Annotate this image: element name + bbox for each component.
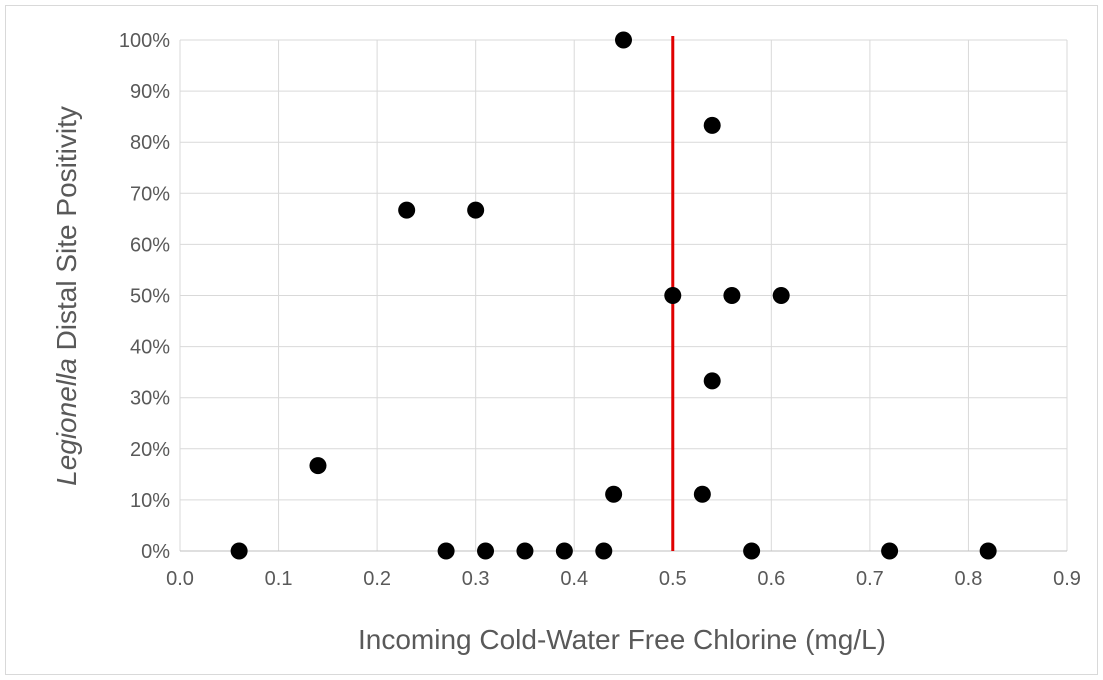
x-tick-label: 0.8 (955, 568, 983, 590)
x-tick-label: 0.5 (659, 568, 687, 590)
x-axis-title: Incoming Cold-Water Free Chlorine (mg/L) (358, 624, 886, 655)
y-tick-label: 50% (130, 286, 170, 308)
gridlines (180, 39, 1068, 551)
x-tick-label: 0.1 (265, 568, 293, 590)
y-tick-label: 80% (130, 132, 170, 154)
data-point (772, 287, 790, 304)
data-point (605, 485, 623, 503)
data-point (881, 542, 899, 560)
data-point (723, 287, 741, 304)
x-tick-label: 0.9 (1053, 568, 1081, 590)
y-axis-title-italic: Legionella (51, 358, 82, 486)
data-point (309, 457, 327, 475)
data-point (979, 542, 997, 560)
x-tick-label: 0.7 (856, 568, 884, 590)
y-axis-title: Legionella Distal Site Positivity (51, 106, 82, 486)
y-tick-label: 60% (130, 234, 170, 256)
data-point (595, 542, 613, 560)
data-point (615, 31, 632, 49)
y-tick-label: 40% (130, 337, 170, 359)
y-tick-label: 90% (130, 81, 170, 103)
y-axis-title-rest: Distal Site Positivity (51, 106, 82, 358)
y-tick-label: 20% (130, 439, 170, 461)
data-point (398, 201, 416, 219)
data-point (230, 542, 248, 560)
y-tick-label: 100% (119, 30, 170, 52)
data-point (703, 116, 721, 134)
x-tick-label: 0.3 (462, 568, 490, 590)
x-tick-label: 0.6 (757, 568, 785, 590)
y-tick-label: 30% (130, 388, 170, 410)
x-tick-label: 0.2 (363, 568, 391, 590)
y-tick-label: 70% (130, 183, 170, 205)
data-points (230, 31, 997, 560)
x-tick-label: 0.0 (166, 568, 194, 590)
x-tick-label: 0.4 (560, 568, 588, 590)
x-tick-labels: 0.0 0.1 0.2 0.3 0.4 0.5 0.6 0.7 0.8 0.9 (166, 568, 1081, 590)
y-tick-labels: 0% 10% 20% 30% 40% 50% 60% 70% 80% 90% 100% (119, 30, 170, 563)
data-point (437, 542, 455, 560)
data-point (703, 372, 721, 390)
chart-frame (5, 5, 1098, 675)
data-point (664, 287, 682, 304)
data-point (555, 542, 573, 560)
data-point (693, 485, 711, 503)
y-tick-label: 0% (141, 541, 170, 563)
y-tick-label: 10% (130, 490, 170, 512)
data-point (516, 542, 534, 560)
data-point (467, 201, 485, 219)
data-point (743, 542, 761, 560)
data-point (477, 542, 495, 560)
axes (179, 40, 1067, 552)
